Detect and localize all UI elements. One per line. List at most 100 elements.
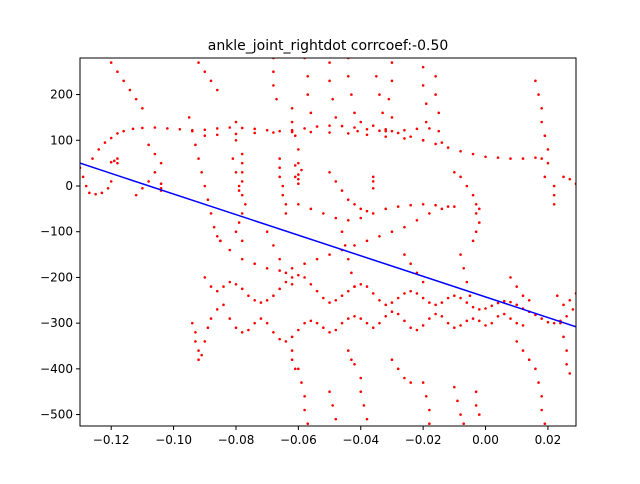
- scatter-point: [562, 335, 565, 339]
- scatter-point: [462, 422, 466, 426]
- scatter-point: [109, 61, 113, 64]
- scatter-point: [546, 320, 550, 324]
- scatter-point: [290, 130, 294, 134]
- scatter-point: [540, 157, 543, 160]
- scatter-point: [496, 156, 500, 159]
- scatter-point: [459, 175, 462, 179]
- scatter-point: [275, 97, 278, 101]
- scatter-point: [403, 319, 406, 323]
- scatter-point: [365, 209, 369, 213]
- scatter-point: [265, 128, 269, 132]
- scatter-point: [166, 127, 169, 130]
- scatter-point: [97, 148, 101, 151]
- scatter-point: [293, 164, 297, 167]
- scatter-point: [490, 321, 494, 325]
- scatter-point: [300, 381, 303, 384]
- scatter-point: [334, 298, 338, 302]
- scatter-point: [396, 312, 400, 316]
- scatter-point: [306, 74, 310, 78]
- scatter-point: [278, 157, 281, 160]
- scatter-point: [571, 308, 575, 311]
- scatter-point: [215, 88, 219, 92]
- scatter-point: [568, 298, 572, 302]
- scatter-point: [527, 298, 531, 302]
- scatter-point: [474, 390, 478, 394]
- scatter-point: [278, 257, 281, 261]
- scatter-point: [247, 328, 250, 332]
- scatter-point: [365, 239, 369, 243]
- scatter-point: [390, 358, 394, 362]
- scatter-point: [471, 305, 475, 309]
- scatter-point: [502, 312, 506, 316]
- scatter-point: [303, 127, 306, 130]
- y-tick-label: −500: [40, 408, 73, 422]
- scatter-point: [253, 127, 256, 131]
- scatter-point: [281, 193, 285, 197]
- scatter-point: [353, 111, 356, 115]
- scatter-point: [259, 317, 263, 320]
- scatter-point: [290, 276, 294, 279]
- scatter-point: [346, 289, 350, 293]
- scatter-point: [365, 128, 369, 131]
- scatter-point: [309, 111, 313, 115]
- scatter-point: [546, 161, 550, 165]
- scatter-point: [215, 133, 219, 137]
- scatter-point: [278, 175, 281, 179]
- scatter-point: [437, 111, 441, 115]
- scatter-point: [128, 88, 132, 92]
- scatter-point: [334, 328, 338, 332]
- scatter-point: [237, 221, 241, 224]
- y-tick-label: −400: [40, 362, 73, 376]
- scatter-point: [328, 79, 331, 83]
- scatter-point: [197, 349, 200, 352]
- scatter-point: [409, 289, 412, 293]
- scatter-point: [428, 127, 431, 130]
- scatter-point: [521, 324, 525, 327]
- scatter-point: [396, 205, 400, 208]
- scatter-point: [440, 314, 444, 318]
- scatter-point: [290, 128, 294, 132]
- y-tick-label: −200: [40, 270, 73, 284]
- scatter-point: [568, 177, 572, 181]
- scatter-point: [471, 317, 475, 320]
- scatter-point: [343, 244, 347, 247]
- scatter-point: [421, 84, 425, 87]
- scatter-point: [203, 128, 207, 132]
- scatter-point: [272, 131, 275, 134]
- scatter-point: [534, 79, 537, 83]
- scatter-point: [237, 189, 241, 192]
- scatter-point: [334, 216, 338, 220]
- scatter-point: [428, 301, 431, 304]
- scatter-point: [515, 285, 519, 288]
- scatter-point: [209, 285, 213, 288]
- scatter-point: [543, 134, 547, 138]
- scatter-point: [234, 230, 238, 234]
- scatter-point: [346, 132, 350, 135]
- scatter-point: [465, 280, 469, 284]
- scatter-point: [387, 97, 391, 101]
- scatter-point: [384, 128, 388, 131]
- scatter-point: [403, 225, 406, 229]
- scatter-point: [478, 221, 481, 224]
- scatter-point: [371, 212, 375, 215]
- scatter-point: [375, 74, 378, 78]
- scatter-point: [459, 149, 462, 153]
- scatter-point: [350, 271, 353, 275]
- scatter-point: [365, 321, 369, 325]
- scatter-point: [437, 129, 441, 133]
- scatter-point: [234, 132, 238, 136]
- scatter-point: [396, 296, 400, 300]
- scatter-point: [203, 340, 207, 343]
- scatter-point: [356, 129, 359, 133]
- scatter-point: [509, 300, 512, 304]
- scatter-point: [253, 298, 256, 302]
- scatter-point: [290, 349, 294, 352]
- scatter-point: [94, 192, 97, 196]
- scatter-point: [247, 294, 250, 298]
- scatter-point: [459, 253, 462, 256]
- scatter-point: [228, 280, 232, 284]
- scatter-point: [543, 422, 547, 426]
- scatter-point: [555, 294, 559, 298]
- scatter-point: [474, 202, 478, 206]
- scatter-point: [240, 212, 244, 215]
